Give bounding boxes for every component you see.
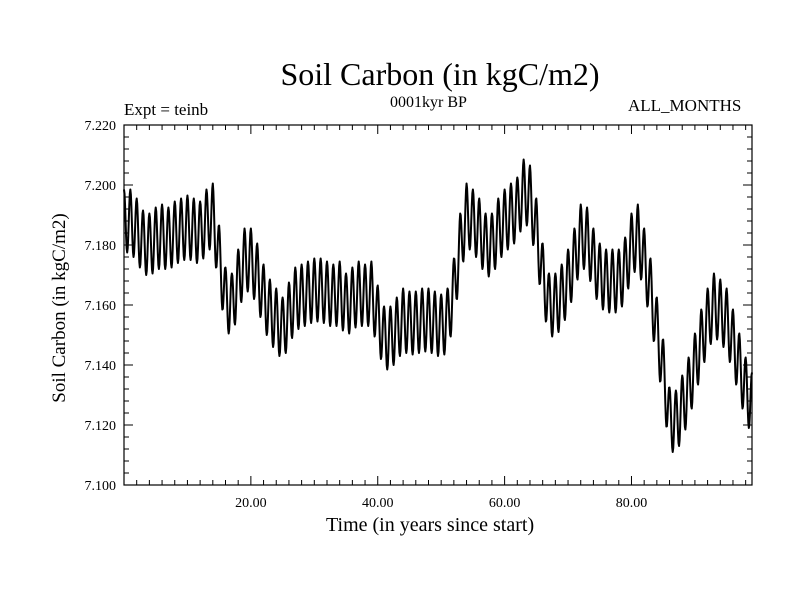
experiment-annotation: Expt = teinb [124, 100, 209, 119]
series-line-soil-carbon [123, 158, 753, 453]
x-axis-label: Time (in years since start) [326, 514, 535, 536]
x-tick-label: 40.00 [362, 496, 394, 511]
y-tick-label: 7.200 [85, 179, 117, 194]
y-tick-label: 7.140 [85, 359, 117, 374]
chart-subtitle: 0001kyr BP [390, 94, 467, 111]
x-tick-label: 60.00 [489, 496, 521, 511]
x-tick-label: 80.00 [616, 496, 648, 511]
y-tick-label: 7.160 [85, 299, 117, 314]
y-tick-label: 7.100 [85, 479, 117, 494]
chart-title: Soil Carbon (in kgC/m2) [280, 56, 600, 92]
months-annotation: ALL_MONTHS [628, 96, 742, 115]
y-tick-label: 7.220 [85, 119, 117, 134]
y-tick-label: 7.180 [85, 239, 117, 254]
plot-frame [123, 124, 753, 486]
x-tick-label: 20.00 [235, 496, 267, 511]
y-tick-label: 7.120 [85, 419, 117, 434]
